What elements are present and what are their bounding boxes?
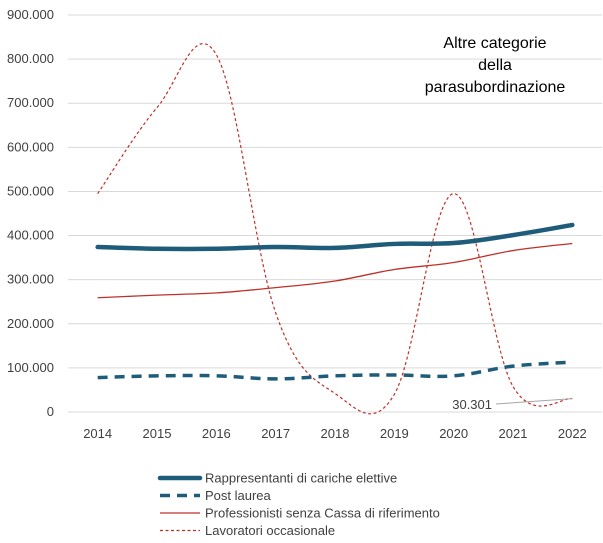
x-tick-label: 2020 bbox=[439, 426, 468, 441]
annotation-line-1: Altre categorie bbox=[443, 35, 546, 52]
annotation-line-3: parasubordinazione bbox=[425, 79, 566, 96]
x-tick-label: 2014 bbox=[83, 426, 112, 441]
x-tick-label: 2015 bbox=[143, 426, 172, 441]
legend-label-3: Professionisti senza Cassa di riferiment… bbox=[205, 506, 440, 521]
y-tick-label: 0 bbox=[47, 404, 54, 419]
annotation-line-2: della bbox=[478, 57, 512, 74]
series-line-1 bbox=[95, 222, 575, 252]
gridlines bbox=[68, 14, 602, 369]
series-line-4 bbox=[97, 43, 573, 415]
legend-label-2: Post laurea bbox=[205, 488, 272, 503]
axes: 0 100.000 200.000 300.000 400.000 500.000 600.… bbox=[7, 7, 602, 441]
y-tick-label: 600.000 bbox=[7, 139, 54, 154]
y-tick-label: 200.000 bbox=[7, 316, 54, 331]
annotations: Altre categorie della parasubordinazione… bbox=[425, 35, 573, 412]
y-tick-label: 800.000 bbox=[7, 51, 54, 66]
legend: Rappresentanti di cariche elettive Post l… bbox=[157, 471, 440, 538]
y-tick-label: 700.000 bbox=[7, 95, 54, 110]
y-tick-label: 100.000 bbox=[7, 360, 54, 375]
x-tick-label: 2021 bbox=[499, 426, 528, 441]
x-tick-label: 2018 bbox=[321, 426, 350, 441]
legend-label-1: Rappresentanti di cariche elettive bbox=[205, 471, 397, 486]
y-tick-label: 400.000 bbox=[7, 228, 54, 243]
legend-label-4: Lavoratori occasionale bbox=[205, 523, 335, 538]
y-tick-label: 500.000 bbox=[7, 183, 54, 198]
data-label: 30.301 bbox=[452, 397, 492, 412]
data-label-leader bbox=[495, 398, 573, 405]
y-tick-label: 300.000 bbox=[7, 272, 54, 287]
x-tick-label: 2016 bbox=[202, 426, 231, 441]
x-tick-label: 2019 bbox=[380, 426, 409, 441]
series-line-3 bbox=[97, 242, 573, 299]
series-line-2 bbox=[97, 360, 573, 381]
y-tick-label: 900.000 bbox=[7, 7, 54, 22]
x-tick-label: 2022 bbox=[558, 426, 587, 441]
series-lines bbox=[95, 43, 575, 415]
x-tick-label: 2017 bbox=[261, 426, 290, 441]
